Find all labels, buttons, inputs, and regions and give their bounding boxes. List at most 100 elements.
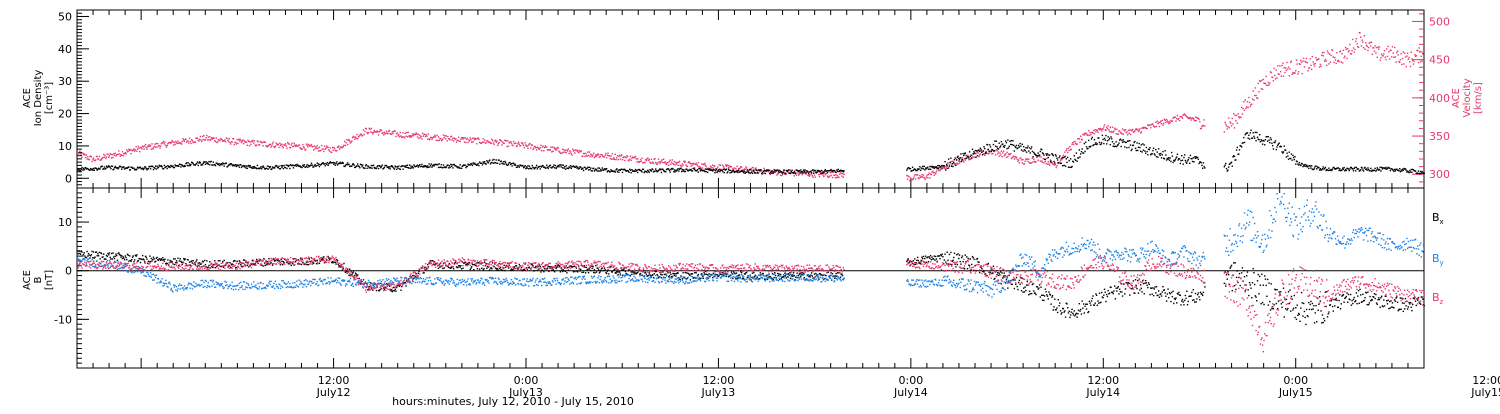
velocity-point (1271, 72, 1272, 73)
velocity-point (1129, 129, 1130, 130)
density-point (618, 172, 619, 173)
b-Bx-point (164, 260, 165, 261)
density-point (948, 158, 949, 159)
density-point (267, 165, 268, 166)
density-point (1160, 153, 1161, 154)
velocity-point (963, 161, 964, 162)
density-point (634, 171, 635, 172)
velocity-point (1115, 129, 1116, 130)
velocity-point (496, 142, 497, 143)
density-point (1304, 165, 1305, 166)
density-point (1157, 156, 1158, 157)
velocity-point (1017, 159, 1018, 160)
density-point (1094, 139, 1095, 140)
density-point (421, 164, 422, 165)
velocity-point (483, 138, 484, 139)
density-point (1146, 151, 1147, 152)
density-point (1049, 154, 1050, 155)
density-point (729, 172, 730, 173)
velocity-point (476, 143, 477, 144)
velocity-point (361, 133, 362, 134)
velocity-point (936, 171, 937, 172)
velocity-point (1088, 130, 1089, 131)
b-Bx-point (122, 258, 123, 259)
density-point (1001, 141, 1002, 142)
velocity-point (669, 160, 670, 161)
density-point (587, 167, 588, 168)
velocity-point (1294, 72, 1295, 73)
velocity-point (162, 142, 163, 143)
density-point (246, 165, 247, 166)
density-point (440, 166, 441, 167)
velocity-point (1288, 66, 1289, 67)
density-point (677, 168, 678, 169)
density-point (566, 165, 567, 166)
velocity-point (1402, 58, 1403, 59)
density-point (200, 162, 201, 163)
velocity-point (935, 173, 936, 174)
b-Bx-point (459, 265, 460, 266)
density-point (268, 166, 269, 167)
density-point (553, 164, 554, 165)
density-point (1012, 140, 1013, 141)
velocity-point (1237, 123, 1238, 124)
b-Bx-point (600, 270, 601, 271)
density-point (1310, 167, 1311, 168)
velocity-point (1092, 132, 1093, 133)
velocity-point (1354, 49, 1355, 50)
density-point (920, 170, 921, 171)
b-Bx-point (741, 272, 742, 273)
density-point (481, 163, 482, 164)
velocity-point (202, 136, 203, 137)
velocity-point (1199, 121, 1200, 122)
velocity-point (445, 138, 446, 139)
velocity-point (641, 161, 642, 162)
density-point (292, 164, 293, 165)
velocity-point (442, 138, 443, 139)
density-point (820, 173, 821, 174)
velocity-point (992, 153, 993, 154)
density-point (790, 173, 791, 174)
velocity-point (1113, 131, 1114, 132)
velocity-point (550, 149, 551, 150)
density-point (1188, 157, 1189, 158)
velocity-point (1384, 50, 1385, 51)
velocity-point (1175, 117, 1176, 118)
density-point (541, 166, 542, 167)
velocity-point (717, 166, 718, 167)
velocity-point (1089, 135, 1090, 136)
velocity-point (554, 148, 555, 149)
density-point (1239, 149, 1240, 150)
density-point (750, 169, 751, 170)
b-Bx-point (566, 272, 567, 273)
velocity-point (598, 154, 599, 155)
velocity-point (1252, 99, 1253, 100)
velocity-point (166, 146, 167, 147)
velocity-point (1090, 134, 1091, 135)
velocity-point (1344, 56, 1345, 57)
velocity-point (1080, 136, 1081, 137)
velocity-point (205, 139, 206, 140)
velocity-point (392, 131, 393, 132)
b-Bx-point (281, 261, 282, 262)
density-point (366, 164, 367, 165)
velocity-point (190, 141, 191, 142)
density-point (202, 164, 203, 165)
velocity-point (1408, 57, 1409, 58)
density-point (542, 165, 543, 166)
density-point (952, 163, 953, 164)
velocity-point (348, 139, 349, 140)
b-Bx-point (667, 272, 668, 273)
density-point (547, 168, 548, 169)
velocity-point (190, 143, 191, 144)
velocity-point (998, 151, 999, 152)
density-point (136, 168, 137, 169)
velocity-point (181, 143, 182, 144)
density-point (1142, 143, 1143, 144)
density-point (1068, 160, 1069, 161)
density-point (188, 165, 189, 166)
density-point (1030, 148, 1031, 149)
velocity-point (265, 142, 266, 143)
y-tick-label: 300 (1429, 168, 1450, 181)
y-tick-label: 450 (1429, 54, 1450, 67)
